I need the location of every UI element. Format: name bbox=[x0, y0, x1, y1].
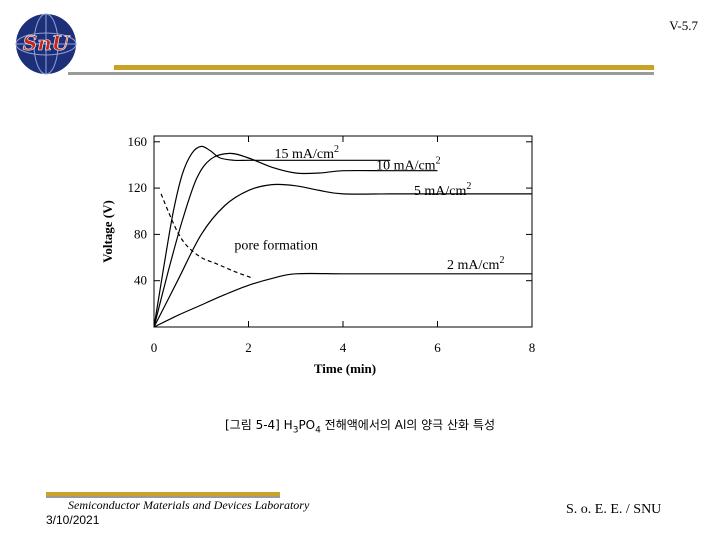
y-tick-label: 40 bbox=[134, 273, 147, 288]
y-axis-label: Voltage (V) bbox=[100, 200, 115, 263]
series-label-4: 2 mA/cm2 bbox=[447, 255, 505, 273]
x-tick-label: 2 bbox=[245, 340, 252, 355]
figure-caption: [그림 5-4] H3PO4 전해액에서의 Al의 양극 산화 특성 bbox=[0, 416, 720, 435]
footer-gold-line bbox=[46, 492, 280, 496]
footer-lab-name: Semiconductor Materials and Devices Labo… bbox=[68, 498, 310, 512]
slide-number: V-5.7 bbox=[669, 18, 698, 33]
series-label-1: 10 mA/cm2 bbox=[376, 156, 441, 174]
header-gray-bar bbox=[68, 72, 654, 75]
caption-sub-4: 4 bbox=[315, 425, 321, 436]
header-gold-bar bbox=[114, 65, 654, 70]
x-tick-label: 4 bbox=[340, 340, 347, 355]
series-line-2 bbox=[153, 183, 532, 328]
series-label-0: 15 mA/cm2 bbox=[274, 144, 339, 162]
x-tick-label: 8 bbox=[529, 340, 536, 355]
series-label-3: pore formation bbox=[234, 238, 318, 253]
series-line-1 bbox=[153, 152, 438, 328]
series-label-2: 5 mA/cm2 bbox=[414, 181, 472, 199]
footer-gray-line bbox=[46, 496, 280, 498]
caption-mid: PO bbox=[298, 418, 316, 432]
caption-suffix: 전해액에서의 Al의 양극 산화 특성 bbox=[320, 418, 495, 432]
x-tick-label: 6 bbox=[434, 340, 441, 355]
plot-frame bbox=[153, 135, 533, 328]
logo-text: SnU bbox=[23, 31, 71, 55]
y-tick-label: 160 bbox=[128, 134, 148, 149]
series-line-0 bbox=[153, 145, 391, 328]
x-tick-label: 0 bbox=[151, 340, 158, 355]
snu-logo: SnU bbox=[15, 13, 77, 75]
footer-date: 3/10/2021 bbox=[46, 513, 100, 527]
series-line-3 bbox=[153, 272, 532, 328]
y-tick-label: 120 bbox=[128, 180, 148, 195]
footer-organization: S. o. E. E. / SNU bbox=[566, 502, 662, 517]
y-tick-label: 80 bbox=[134, 226, 147, 241]
caption-sub-3: 3 bbox=[292, 425, 299, 436]
x-axis-label: Time (min) bbox=[314, 361, 376, 376]
caption-prefix: [그림 5-4] H bbox=[225, 418, 293, 432]
